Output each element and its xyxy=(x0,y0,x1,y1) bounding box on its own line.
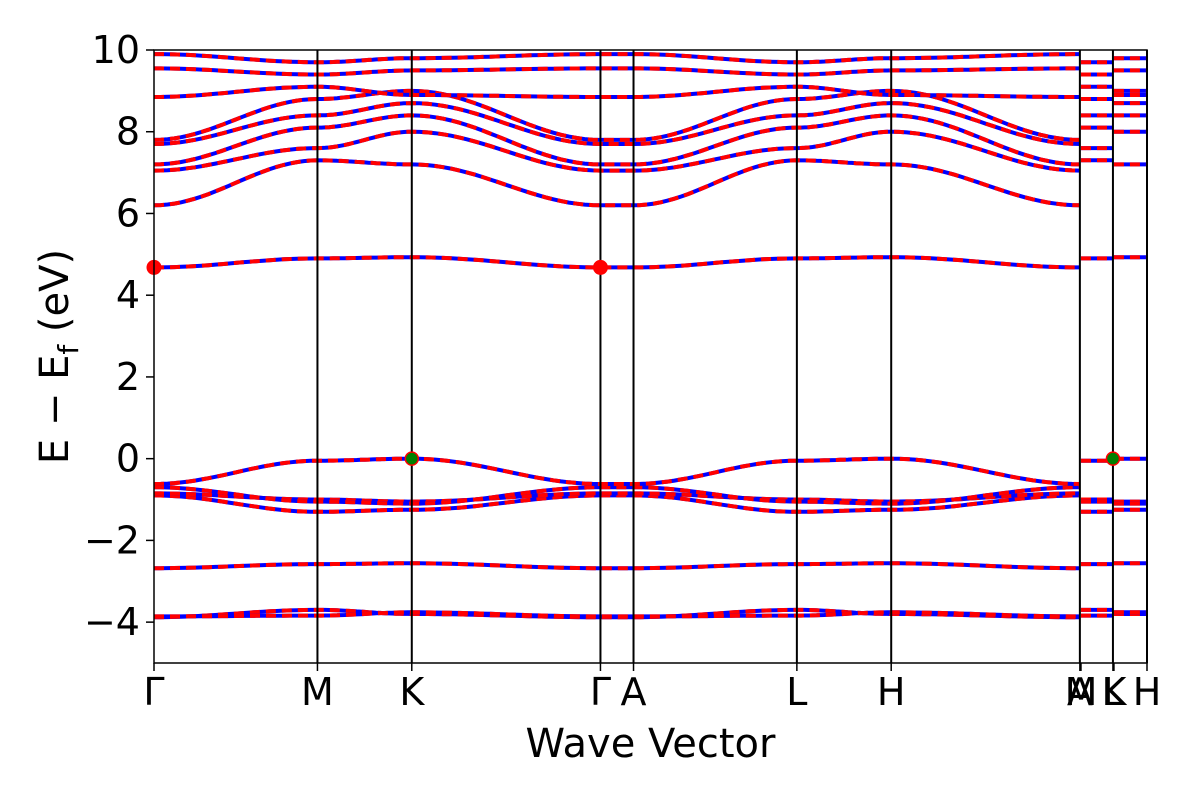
x-tick-label: M xyxy=(1065,670,1098,714)
x-tick-label: L xyxy=(786,670,807,714)
band-line-spin-down xyxy=(154,158,1147,208)
y-tick-label: 6 xyxy=(116,191,140,235)
x-tick-label: A xyxy=(621,670,647,714)
x-tick-label: L xyxy=(1102,670,1123,714)
y-axis-title-unit: (eV) xyxy=(32,249,78,345)
vbm-marker xyxy=(404,451,420,466)
band-line-spin-down xyxy=(154,101,1147,146)
x-tick-label: H xyxy=(1133,670,1162,714)
cbm-marker xyxy=(592,259,608,275)
y-axis-ticks: −4 −2 0 2 4 6 8 10 xyxy=(84,28,154,644)
x-axis-title: Wave Vector xyxy=(526,721,777,767)
band-line-spin-down xyxy=(154,129,1147,173)
x-axis-ticks: Γ M K Γ A L H AM LK H xyxy=(143,663,1161,714)
y-tick-label: −4 xyxy=(84,600,140,644)
x-tick-label: Γ xyxy=(143,670,164,714)
band-line-spin-down xyxy=(154,84,1147,99)
band-line-spin-down xyxy=(154,113,1147,167)
y-tick-label: 10 xyxy=(92,28,140,72)
bands-layer xyxy=(154,52,1147,620)
x-tick-label: M xyxy=(301,670,334,714)
x-tick-label: K xyxy=(1101,670,1127,714)
x-tick-label: H xyxy=(877,670,906,714)
y-tick-label: 8 xyxy=(116,110,140,154)
y-axis-title: E − Ef (eV) xyxy=(32,249,85,464)
x-tick-label: K xyxy=(399,670,425,714)
x-tick-label: A xyxy=(1067,670,1093,714)
y-tick-label: 0 xyxy=(116,437,140,481)
band-line-spin-down xyxy=(154,88,1147,142)
vbm-marker xyxy=(1105,451,1121,466)
x-tick-label: Γ xyxy=(590,670,611,714)
y-tick-label: −2 xyxy=(84,518,140,562)
band-line-spin-down xyxy=(154,561,1147,571)
band-line-spin-down xyxy=(154,66,1147,77)
band-line-spin-up xyxy=(154,158,1147,208)
band-line-spin-down xyxy=(154,52,1147,65)
band-line-spin-down xyxy=(154,485,1147,506)
band-line-spin-down xyxy=(154,610,1147,619)
band-line-spin-down xyxy=(154,456,1147,486)
y-tick-label: 2 xyxy=(116,355,140,399)
y-axis-title-main: E − E xyxy=(32,355,78,465)
y-tick-label: 4 xyxy=(116,273,140,317)
band-line-spin-down xyxy=(154,255,1147,270)
plot-frame xyxy=(153,49,1148,664)
y-axis-title-subscript: f xyxy=(52,344,85,355)
